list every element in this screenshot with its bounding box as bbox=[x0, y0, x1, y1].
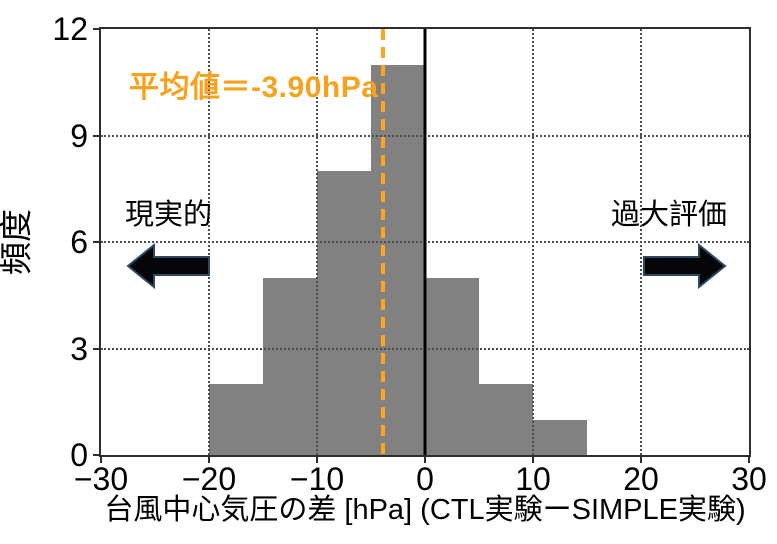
y-tick bbox=[93, 454, 101, 456]
y-tick bbox=[93, 134, 101, 137]
mean-value-label: 平均値＝-3.90hPa bbox=[129, 71, 379, 104]
x-tick-label: −30 bbox=[73, 461, 129, 497]
x-tick-label: 20 bbox=[623, 461, 659, 497]
realistic-label: 現実的 bbox=[125, 199, 213, 231]
x-tick bbox=[100, 455, 102, 463]
histogram-bar bbox=[479, 384, 533, 455]
histogram-bar bbox=[209, 384, 263, 455]
histogram-bar bbox=[263, 277, 317, 455]
x-tick bbox=[532, 455, 534, 463]
left-arrow-icon bbox=[126, 243, 210, 289]
y-axis-title: 頻度 bbox=[0, 209, 35, 275]
x-tick-label: −10 bbox=[289, 461, 345, 497]
y-tick-label: 0 bbox=[70, 437, 88, 473]
overestimate-label: 過大評価 bbox=[611, 199, 728, 231]
x-tick-label: 0 bbox=[416, 461, 434, 497]
histogram-bar bbox=[317, 171, 371, 455]
histogram-bar bbox=[425, 277, 479, 455]
right-arrow-icon bbox=[643, 243, 727, 289]
bars-layer bbox=[101, 29, 749, 455]
x-tick bbox=[640, 455, 642, 463]
y-tick bbox=[93, 347, 101, 350]
y-tick bbox=[93, 28, 101, 30]
x-tick-label: −20 bbox=[181, 461, 237, 497]
x-axis-title: 台風中心気圧の差 [hPa] (CTL実験ーSIMPLE実験) bbox=[104, 494, 746, 526]
y-tick-label: 6 bbox=[70, 224, 88, 260]
y-tick-label: 9 bbox=[70, 117, 88, 154]
y-tick-label: 12 bbox=[52, 11, 88, 47]
x-tick bbox=[316, 455, 318, 463]
y-tick bbox=[93, 241, 101, 243]
x-tick bbox=[424, 455, 426, 463]
x-tick bbox=[208, 455, 210, 463]
y-tick-label: 3 bbox=[70, 330, 88, 367]
x-tick-label: 30 bbox=[731, 461, 767, 497]
plot-area: 平均値＝-3.90hPa 現実的 過大評価 台風中心気圧の差 [hPa] (CT… bbox=[0, 13, 767, 525]
mean-line bbox=[380, 29, 385, 455]
x-tick-label: 10 bbox=[515, 461, 551, 497]
zero-line bbox=[423, 29, 427, 455]
histogram-bar bbox=[371, 64, 425, 455]
x-tick bbox=[748, 455, 750, 463]
histogram-bar bbox=[533, 419, 587, 455]
